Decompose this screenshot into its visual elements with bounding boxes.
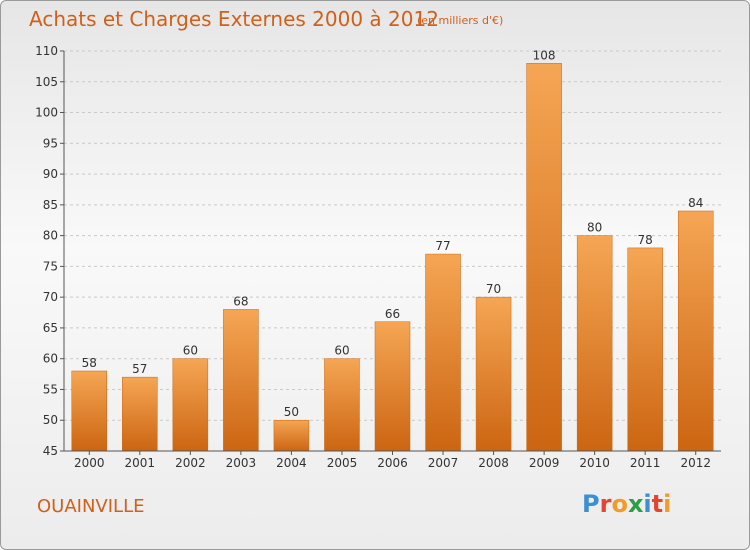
x-tick-label: 2003 — [226, 456, 257, 470]
commune-name: OUAINVILLE — [37, 496, 145, 517]
bar — [71, 370, 108, 452]
logo-letter: x — [627, 490, 644, 518]
bar-value-label: 60 — [334, 344, 349, 358]
bar — [677, 210, 714, 452]
y-tick-label: 75 — [43, 259, 58, 273]
logo-letter: i — [663, 490, 672, 518]
logo-letter: r — [599, 490, 612, 518]
y-tick-label: 70 — [43, 290, 58, 304]
y-tick-label: 50 — [43, 413, 58, 427]
bar — [627, 247, 663, 452]
x-tick-label: 2005 — [327, 456, 358, 470]
bar-value-label: 50 — [284, 405, 299, 419]
bar — [324, 358, 360, 452]
bar-value-label: 108 — [533, 48, 556, 62]
bar — [475, 296, 512, 452]
y-tick-label: 105 — [35, 75, 58, 89]
bar-value-label: 70 — [486, 282, 501, 296]
x-tick-label: 2001 — [125, 456, 156, 470]
y-tick-label: 90 — [43, 167, 58, 181]
y-tick-label: 100 — [35, 106, 58, 120]
logo-letter: P — [582, 490, 600, 518]
y-tick-label: 110 — [35, 44, 58, 58]
logo-letter: i — [643, 490, 652, 518]
bar-value-label: 60 — [183, 344, 198, 358]
bar — [122, 376, 158, 452]
bar-value-label: 57 — [132, 362, 147, 376]
bar — [374, 321, 411, 452]
bar-value-label: 84 — [688, 196, 703, 210]
bar — [223, 309, 259, 452]
chart-subtitle: (en milliers d'€) — [417, 14, 504, 27]
y-tick-label: 95 — [43, 136, 58, 150]
bar — [172, 358, 209, 452]
bar — [526, 63, 562, 452]
logo-letter: t — [651, 490, 664, 518]
x-tick-label: 2000 — [74, 456, 105, 470]
x-tick-label: 2011 — [630, 456, 661, 470]
y-tick-label: 85 — [43, 198, 58, 212]
y-tick-label: 55 — [43, 382, 58, 396]
bar-value-label: 80 — [587, 221, 602, 235]
logo-letter: o — [611, 490, 628, 518]
y-tick-label: 80 — [43, 229, 58, 243]
bar-value-label: 66 — [385, 307, 400, 321]
bar-value-label: 58 — [82, 356, 97, 370]
x-tick-label: 2006 — [377, 456, 408, 470]
bar — [576, 235, 613, 452]
bar — [273, 419, 310, 452]
x-tick-label: 2008 — [478, 456, 509, 470]
y-tick-label: 60 — [43, 352, 58, 366]
x-tick-label: 2009 — [529, 456, 560, 470]
bar — [425, 253, 461, 452]
x-tick-label: 2010 — [579, 456, 610, 470]
x-tick-label: 2007 — [428, 456, 459, 470]
x-tick-label: 2012 — [680, 456, 711, 470]
proxiti-logo: Proxiti — [582, 490, 671, 518]
bar-value-label: 68 — [233, 294, 248, 308]
x-tick-label: 2002 — [175, 456, 206, 470]
y-tick-label: 45 — [43, 444, 58, 458]
chart-title: Achats et Charges Externes 2000 à 2012 — [29, 7, 439, 31]
bar-value-label: 77 — [435, 239, 450, 253]
x-tick-label: 2004 — [276, 456, 307, 470]
y-tick-label: 65 — [43, 321, 58, 335]
bar-value-label: 78 — [638, 233, 653, 247]
